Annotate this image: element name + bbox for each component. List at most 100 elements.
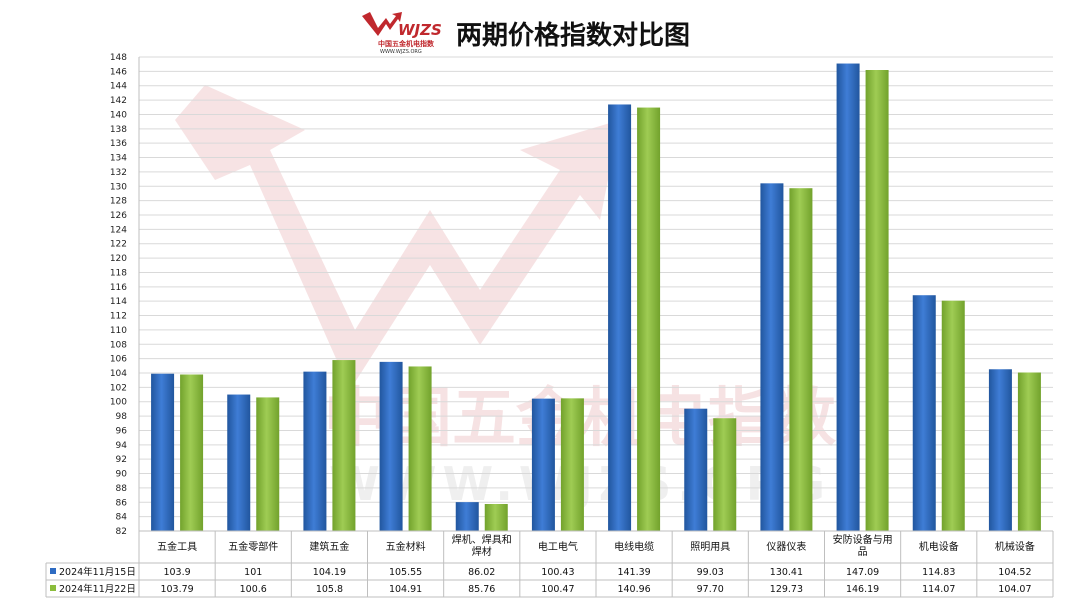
bar-series-1	[912, 295, 936, 531]
data-label: 105.8	[316, 584, 343, 595]
bar-series-2	[408, 366, 432, 531]
data-label: 104.19	[313, 567, 346, 578]
x-category-label: 安防设备与用品	[833, 533, 893, 558]
x-category-label-line: 品	[858, 546, 868, 558]
y-tick-label: 92	[116, 455, 127, 465]
legend-swatch	[50, 585, 56, 591]
y-tick-label: 124	[110, 225, 127, 235]
data-label: 140.96	[617, 584, 650, 595]
plot-area: 82 84 86 88 90 92 94 96 98 100 102 104 106 108 110 112 1…	[110, 53, 1053, 537]
data-label: 101	[244, 567, 262, 578]
bar-series-2	[637, 107, 661, 531]
x-category-label-line: 焊材	[472, 545, 492, 558]
x-category-label: 电工电气	[538, 540, 578, 553]
y-tick-label: 98	[116, 412, 128, 422]
data-label: 147.09	[846, 567, 879, 578]
y-tick-label: 100	[110, 398, 127, 408]
y-tick-label: 130	[110, 182, 127, 192]
y-tick-label: 110	[110, 326, 127, 336]
x-category-label: 五金工具	[157, 540, 197, 553]
y-tick-label: 142	[110, 96, 127, 106]
bar-series-1	[531, 398, 555, 531]
x-category-label: 焊机、焊具和焊材	[452, 533, 512, 558]
logo-arrow-icon	[362, 12, 402, 36]
y-tick-label: 118	[110, 268, 127, 278]
x-category-label: 仪器仪表	[766, 540, 806, 553]
data-label: 100.43	[541, 567, 574, 578]
data-label: 97.70	[697, 584, 724, 595]
legend-swatch	[50, 568, 56, 574]
x-category-label: 机电设备	[919, 540, 959, 553]
logo-url: WWW.WJZS.ORG	[380, 49, 422, 55]
y-tick-label: 96	[116, 426, 128, 436]
bar-series-2	[789, 188, 813, 531]
data-label: 146.19	[846, 584, 879, 595]
y-tick-label: 106	[110, 355, 127, 365]
bar-series-2	[941, 300, 965, 531]
y-tick-label: 132	[110, 168, 127, 178]
data-label: 130.41	[770, 567, 803, 578]
y-tick-label: 136	[110, 139, 127, 149]
data-table: 五金工具 五金零部件 建筑五金 五金材料 焊机、焊具和焊材 电工电气 电线电缆 照明用具 仪器仪…	[45, 530, 1054, 598]
chart-title: 两期价格指数对比图	[456, 20, 690, 51]
data-label: 104.07	[998, 584, 1031, 595]
y-tick-label: 104	[110, 369, 127, 379]
logo-brand: WJZS	[398, 21, 442, 39]
y-tick-label: 102	[110, 383, 127, 393]
data-label: 100.6	[240, 584, 267, 595]
bar-series-1	[227, 394, 251, 531]
y-tick-label: 94	[116, 441, 128, 451]
y-tick-label: 134	[110, 154, 127, 164]
bar-series-1	[684, 408, 708, 531]
x-category-label-line: 安防设备与用	[833, 533, 893, 546]
data-label: 105.55	[389, 567, 422, 578]
data-label: 103.79	[160, 584, 193, 595]
data-label: 99.03	[697, 567, 724, 578]
x-category-label: 五金材料	[386, 540, 426, 553]
bar-series-2	[865, 69, 889, 532]
y-tick-label: 84	[116, 513, 128, 523]
y-tick-label: 122	[110, 240, 127, 250]
bar-series-1	[151, 373, 175, 531]
data-label: 103.9	[163, 567, 190, 578]
y-tick-label: 116	[110, 283, 127, 293]
x-category-label: 五金零部件	[228, 540, 278, 553]
data-label: 141.39	[617, 567, 650, 578]
y-tick-label: 108	[110, 340, 127, 350]
y-tick-label: 114	[110, 297, 127, 307]
y-tick-label: 140	[110, 110, 127, 120]
data-label: 104.91	[389, 584, 422, 595]
y-tick-label: 88	[116, 484, 128, 494]
bar-series-2	[180, 374, 204, 531]
watermark-arrow-icon	[175, 85, 620, 390]
bar-series-1	[303, 371, 327, 531]
y-tick-label: 146	[110, 67, 127, 77]
x-category-label-line: 焊机、焊具和	[452, 533, 512, 546]
y-tick-label: 138	[110, 125, 127, 135]
data-label: 129.73	[770, 584, 803, 595]
bar-series-2	[256, 397, 280, 531]
y-tick-label: 86	[116, 498, 128, 508]
y-tick-label: 126	[110, 211, 127, 221]
data-label: 114.07	[922, 584, 955, 595]
bar-series-1	[455, 502, 479, 531]
bar-series-1	[988, 369, 1012, 531]
y-tick-label: 148	[110, 53, 127, 63]
bar-series-1	[379, 361, 403, 531]
data-label: 86.02	[468, 567, 495, 578]
bar-series-1	[760, 183, 784, 531]
bar-series-1	[608, 104, 632, 532]
y-tick-label: 90	[116, 470, 128, 480]
data-label: 85.76	[468, 584, 495, 595]
bar-series-1	[836, 63, 860, 531]
logo-name: 中国五金机电指数	[378, 39, 435, 48]
x-category-label: 建筑五金	[309, 540, 349, 553]
logo: WJZS 中国五金机电指数 WWW.WJZS.ORG	[362, 12, 442, 55]
y-tick-label: 112	[110, 312, 127, 322]
bar-series-2	[1017, 372, 1041, 531]
legend-series-name: 2024年11月22日	[59, 583, 136, 595]
y-tick-label: 144	[110, 82, 127, 92]
x-category-label: 照明用具	[690, 541, 730, 553]
y-tick-label: 128	[110, 197, 127, 207]
